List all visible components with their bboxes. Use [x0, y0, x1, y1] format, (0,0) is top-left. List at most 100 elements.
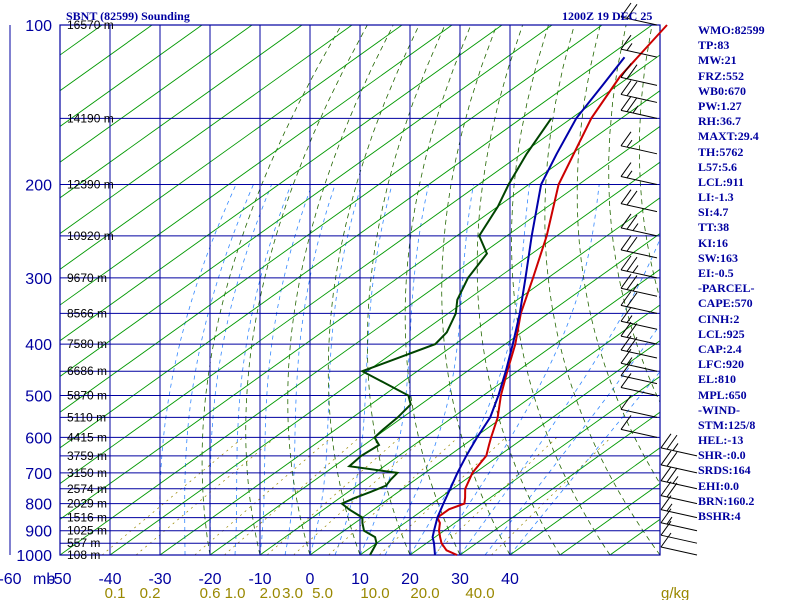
- height-label: 5870 m: [67, 388, 107, 402]
- isotherm: [60, 25, 553, 377]
- mixing-ratio-label: 2.0: [260, 585, 281, 600]
- isotherm: [259, 268, 660, 555]
- temperature-tick-label: -40: [98, 571, 121, 588]
- index-item: STM:125/8: [698, 417, 756, 432]
- wind-barb: [660, 481, 698, 505]
- index-item: HEL:-13: [698, 433, 744, 448]
- isotherm: [359, 340, 660, 555]
- wind-barb: [620, 321, 658, 345]
- height-label: 108 m: [67, 548, 100, 562]
- pressure-tick-label: 200: [25, 178, 52, 195]
- temperature-tick-label: -50: [48, 571, 71, 588]
- temperature-tick-label: -60: [0, 571, 22, 588]
- pressure-tick-label: 300: [25, 271, 52, 288]
- height-label: 1025 m: [67, 524, 107, 538]
- isotherm: [109, 161, 660, 555]
- height-label: 12390 m: [67, 178, 114, 192]
- moist-adiabat: [359, 184, 429, 555]
- wind-barb: [620, 162, 658, 186]
- temperature-tick-label: 30: [451, 571, 469, 588]
- wind-barb: [660, 495, 698, 519]
- isotherm: [60, 25, 503, 342]
- index-item: EL:810: [698, 372, 737, 387]
- wind-barb: [620, 96, 658, 119]
- wind-barb: [620, 131, 658, 155]
- moist-adiabat: [484, 324, 660, 555]
- indices-panel: WMO:82599 TP:83 MW:21 FRZ:552 WB0:670 PW:1.27…: [698, 23, 800, 524]
- index-item: L57:5.6: [698, 159, 737, 174]
- index-item: WB0:670: [698, 83, 746, 98]
- moist-adiabat: [309, 184, 362, 555]
- series-temperature-line: [436, 24, 668, 556]
- moist-adiabat: [259, 184, 313, 555]
- height-label: 7580 m: [67, 337, 107, 351]
- height-label: 14190 m: [67, 111, 114, 125]
- pressure-tick-label: 800: [25, 497, 52, 514]
- wind-barb: [620, 306, 658, 330]
- height-label: 5110 m: [67, 410, 106, 424]
- index-item: EI:-0.5: [698, 266, 734, 280]
- height-label: 3150 m: [67, 466, 107, 480]
- index-item: MPL:650: [698, 387, 747, 402]
- index-item: -WIND-: [698, 402, 740, 417]
- wind-barb: [620, 291, 658, 314]
- index-item: LI:-1.3: [698, 190, 734, 205]
- temperature-tick-label: 0: [306, 571, 315, 588]
- index-item: SW:163: [698, 250, 739, 265]
- index-item: RH:36.7: [698, 114, 741, 129]
- pressure-tick-label: 500: [25, 388, 52, 405]
- isotherm: [209, 233, 660, 555]
- height-label: 2574 m: [67, 482, 107, 496]
- isotherm: [60, 25, 653, 449]
- mixing-ratio-unit: g/kg: [661, 585, 689, 600]
- pressure-tick-label: 600: [25, 430, 52, 447]
- pressure-tick-label: 900: [25, 524, 52, 541]
- isotherm: [459, 411, 660, 555]
- wind-barb: [620, 255, 658, 279]
- index-item: TP:83: [698, 38, 730, 53]
- index-item: CINH:2: [698, 311, 740, 326]
- index-item: SRDS:164: [698, 463, 751, 478]
- index-item: CAPE:570: [698, 296, 753, 311]
- index-item: TH:5762: [698, 144, 744, 159]
- mixing-ratio-label: 0.1: [105, 585, 126, 600]
- wind-barb: [660, 466, 698, 490]
- plot-frame: [59, 24, 661, 556]
- index-item: KI:16: [698, 235, 728, 250]
- chart-datetime: 1200Z 19 DEC 25: [562, 9, 653, 23]
- mixing-ratio-line: [328, 437, 459, 555]
- index-item: WMO:82599: [698, 23, 765, 37]
- mixing-ratio-label: 5.0: [312, 585, 333, 600]
- temperature-tick-label: 40: [501, 571, 519, 588]
- wind-barb: [660, 433, 698, 457]
- height-label: 9670 m: [67, 271, 107, 285]
- moist-adiabat: [284, 184, 336, 555]
- isotherm: [60, 25, 353, 235]
- height-label: 557 m: [67, 536, 100, 550]
- pressure-tick-label: 1000: [16, 548, 52, 565]
- isotherm: [309, 304, 660, 555]
- series-dewpoint-line: [339, 117, 553, 556]
- index-item: FRZ:552: [698, 68, 744, 83]
- isotherm: [60, 54, 660, 485]
- isotherm: [60, 25, 303, 199]
- height-label: 10920 m: [67, 229, 114, 243]
- index-item: TT:38: [698, 220, 730, 235]
- mixing-ratio-line: [101, 437, 244, 555]
- temperature-tick-label: 10: [351, 571, 369, 588]
- index-item: MAXT:29.4: [698, 129, 759, 144]
- wind-barb: [620, 235, 658, 259]
- wind-barb: [620, 373, 658, 396]
- index-item: BSHR:4: [698, 509, 741, 523]
- pressure-tick-label: 400: [25, 337, 52, 354]
- isotherm: [60, 25, 253, 163]
- index-item: EHI:0.0: [698, 478, 740, 493]
- temperature-tick-label: -20: [198, 571, 221, 588]
- isotherm: [159, 197, 660, 555]
- isotherm: [60, 25, 453, 306]
- wind-barb: [620, 63, 658, 86]
- height-label: 1516 m: [67, 511, 107, 525]
- isotherm: [60, 25, 203, 127]
- wind-barb: [620, 274, 658, 297]
- mixing-ratio-label: 0.2: [140, 585, 161, 600]
